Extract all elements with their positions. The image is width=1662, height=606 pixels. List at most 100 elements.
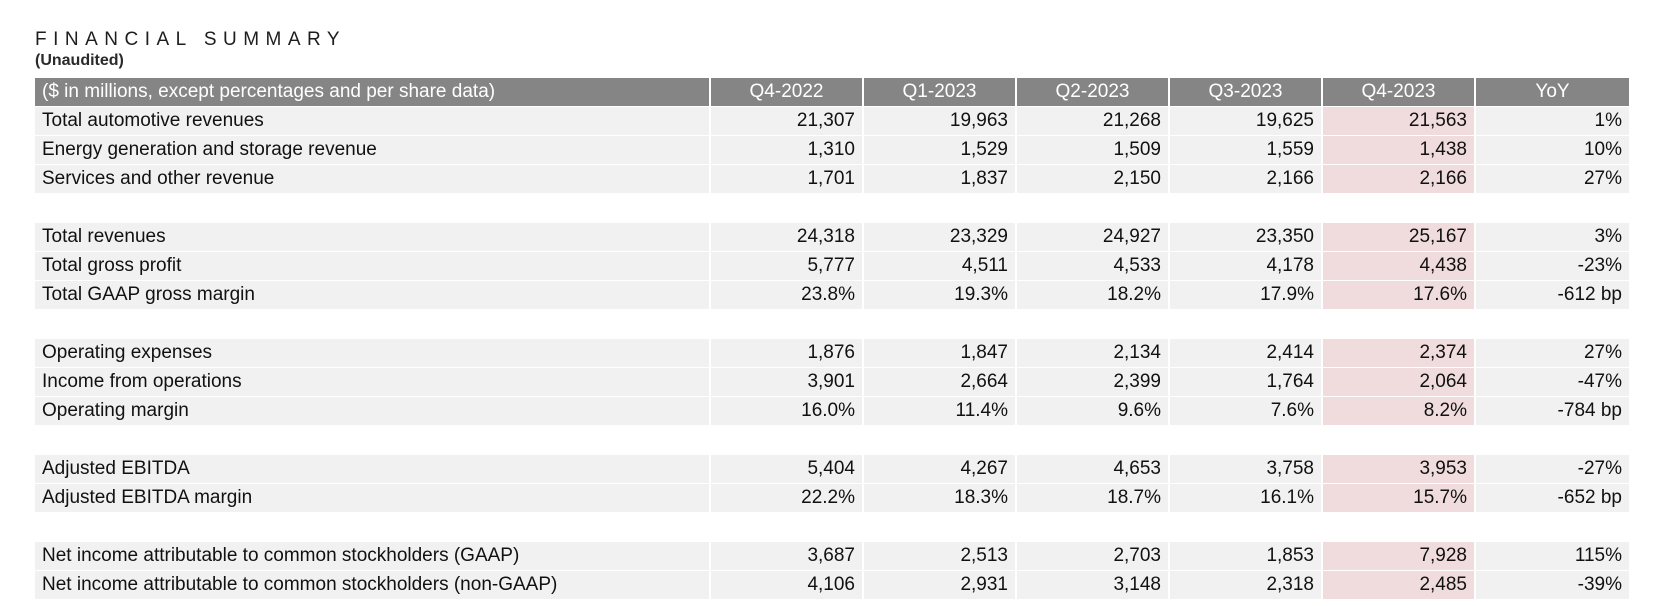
cell-q4-2023: 4,438	[1323, 251, 1476, 280]
cell-q1-2023: 23,329	[864, 222, 1017, 251]
cell-q4-2022: 24,318	[711, 222, 864, 251]
cell-q2-2023: 2,703	[1017, 541, 1170, 570]
cell-yoy: 27%	[1476, 164, 1629, 193]
cell-q1-2023: 1,529	[864, 135, 1017, 164]
cell-q4-2023: 15.7%	[1323, 483, 1476, 512]
cell-q4-2023: 2,374	[1323, 338, 1476, 367]
table-row: Total GAAP gross margin 23.8% 19.3% 18.2% 17…	[35, 280, 1629, 309]
cell-q2-2023: 1,509	[1017, 135, 1170, 164]
page-subtitle: (Unaudited)	[35, 52, 124, 69]
cell-q4-2022: 1,876	[711, 338, 864, 367]
cell-yoy: -23%	[1476, 251, 1629, 280]
column-header-q1-2023: Q1-2023	[864, 78, 1017, 106]
cell-q2-2023: 24,927	[1017, 222, 1170, 251]
row-label: Services and other revenue	[35, 164, 711, 193]
cell-yoy: -784 bp	[1476, 396, 1629, 425]
table-row: Operating expenses 1,876 1,847 2,134 2,414 2,…	[35, 338, 1629, 367]
cell-q4-2023: 17.6%	[1323, 280, 1476, 309]
group-spacer	[35, 512, 1629, 541]
cell-q3-2023: 19,625	[1170, 106, 1323, 135]
group-spacer	[35, 425, 1629, 454]
cell-q4-2022: 1,310	[711, 135, 864, 164]
group-spacer-cell	[35, 425, 1629, 454]
cell-q4-2023: 8.2%	[1323, 396, 1476, 425]
table-row: Adjusted EBITDA margin 22.2% 18.3% 18.7% 16.…	[35, 483, 1629, 512]
cell-yoy: 1%	[1476, 106, 1629, 135]
cell-q4-2022: 16.0%	[711, 396, 864, 425]
cell-q1-2023: 2,513	[864, 541, 1017, 570]
cell-q4-2023: 2,064	[1323, 367, 1476, 396]
cell-q3-2023: 16.1%	[1170, 483, 1323, 512]
cell-q2-2023: 21,268	[1017, 106, 1170, 135]
cell-yoy: -652 bp	[1476, 483, 1629, 512]
cell-q3-2023: 2,318	[1170, 570, 1323, 599]
table-row: Net income attributable to common stockh…	[35, 570, 1629, 599]
cell-q2-2023: 18.2%	[1017, 280, 1170, 309]
table-body: Total automotive revenues 21,307 19,963 21,…	[35, 106, 1629, 599]
cell-q1-2023: 4,511	[864, 251, 1017, 280]
table-row: Total revenues 24,318 23,329 24,927 23,350 25…	[35, 222, 1629, 251]
cell-q4-2022: 23.8%	[711, 280, 864, 309]
table-row: Income from operations 3,901 2,664 2,399 1,7…	[35, 367, 1629, 396]
cell-q3-2023: 7.6%	[1170, 396, 1323, 425]
cell-q4-2022: 22.2%	[711, 483, 864, 512]
group-spacer-cell	[35, 512, 1629, 541]
column-header-q4-2023: Q4-2023	[1323, 78, 1476, 106]
table-header-row: ($ in millions, except percentages and p…	[35, 78, 1629, 106]
cell-q4-2023: 25,167	[1323, 222, 1476, 251]
cell-q1-2023: 1,837	[864, 164, 1017, 193]
cell-q4-2022: 3,687	[711, 541, 864, 570]
cell-q2-2023: 3,148	[1017, 570, 1170, 599]
financial-summary-table: ($ in millions, except percentages and p…	[35, 78, 1629, 599]
cell-q4-2023: 3,953	[1323, 454, 1476, 483]
row-label: Net income attributable to common stockh…	[35, 541, 711, 570]
cell-yoy: 27%	[1476, 338, 1629, 367]
cell-q3-2023: 17.9%	[1170, 280, 1323, 309]
row-label: Adjusted EBITDA margin	[35, 483, 711, 512]
group-spacer-cell	[35, 309, 1629, 338]
cell-q4-2022: 3,901	[711, 367, 864, 396]
cell-q4-2023: 2,485	[1323, 570, 1476, 599]
cell-q1-2023: 18.3%	[864, 483, 1017, 512]
cell-q4-2022: 5,777	[711, 251, 864, 280]
cell-q3-2023: 1,559	[1170, 135, 1323, 164]
cell-q4-2022: 1,701	[711, 164, 864, 193]
table-row: Energy generation and storage revenue 1,3…	[35, 135, 1629, 164]
column-header-q2-2023: Q2-2023	[1017, 78, 1170, 106]
cell-q2-2023: 2,134	[1017, 338, 1170, 367]
cell-yoy: -47%	[1476, 367, 1629, 396]
row-label: Total automotive revenues	[35, 106, 711, 135]
row-label: Adjusted EBITDA	[35, 454, 711, 483]
cell-q1-2023: 19,963	[864, 106, 1017, 135]
cell-yoy: 3%	[1476, 222, 1629, 251]
page-title: FINANCIAL SUMMARY	[35, 29, 347, 50]
cell-q4-2023: 21,563	[1323, 106, 1476, 135]
cell-q3-2023: 4,178	[1170, 251, 1323, 280]
group-spacer-cell	[35, 193, 1629, 222]
cell-q1-2023: 2,931	[864, 570, 1017, 599]
cell-q2-2023: 9.6%	[1017, 396, 1170, 425]
cell-q2-2023: 18.7%	[1017, 483, 1170, 512]
cell-q3-2023: 3,758	[1170, 454, 1323, 483]
cell-q4-2023: 7,928	[1323, 541, 1476, 570]
group-spacer	[35, 309, 1629, 338]
row-label: Energy generation and storage revenue	[35, 135, 711, 164]
cell-q4-2022: 5,404	[711, 454, 864, 483]
table-row: Operating margin 16.0% 11.4% 9.6% 7.6% 8.2% -7…	[35, 396, 1629, 425]
row-label: Total revenues	[35, 222, 711, 251]
cell-q1-2023: 2,664	[864, 367, 1017, 396]
table-row: Net income attributable to common stockh…	[35, 541, 1629, 570]
cell-q3-2023: 23,350	[1170, 222, 1323, 251]
cell-q2-2023: 4,533	[1017, 251, 1170, 280]
table-row: Total automotive revenues 21,307 19,963 21,…	[35, 106, 1629, 135]
cell-q2-2023: 2,150	[1017, 164, 1170, 193]
table-header-label: ($ in millions, except percentages and p…	[35, 78, 711, 106]
row-label: Operating expenses	[35, 338, 711, 367]
group-spacer	[35, 193, 1629, 222]
cell-q1-2023: 4,267	[864, 454, 1017, 483]
cell-q4-2022: 4,106	[711, 570, 864, 599]
cell-q3-2023: 2,166	[1170, 164, 1323, 193]
table-row: Total gross profit 5,777 4,511 4,533 4,178 4,…	[35, 251, 1629, 280]
column-header-q3-2023: Q3-2023	[1170, 78, 1323, 106]
